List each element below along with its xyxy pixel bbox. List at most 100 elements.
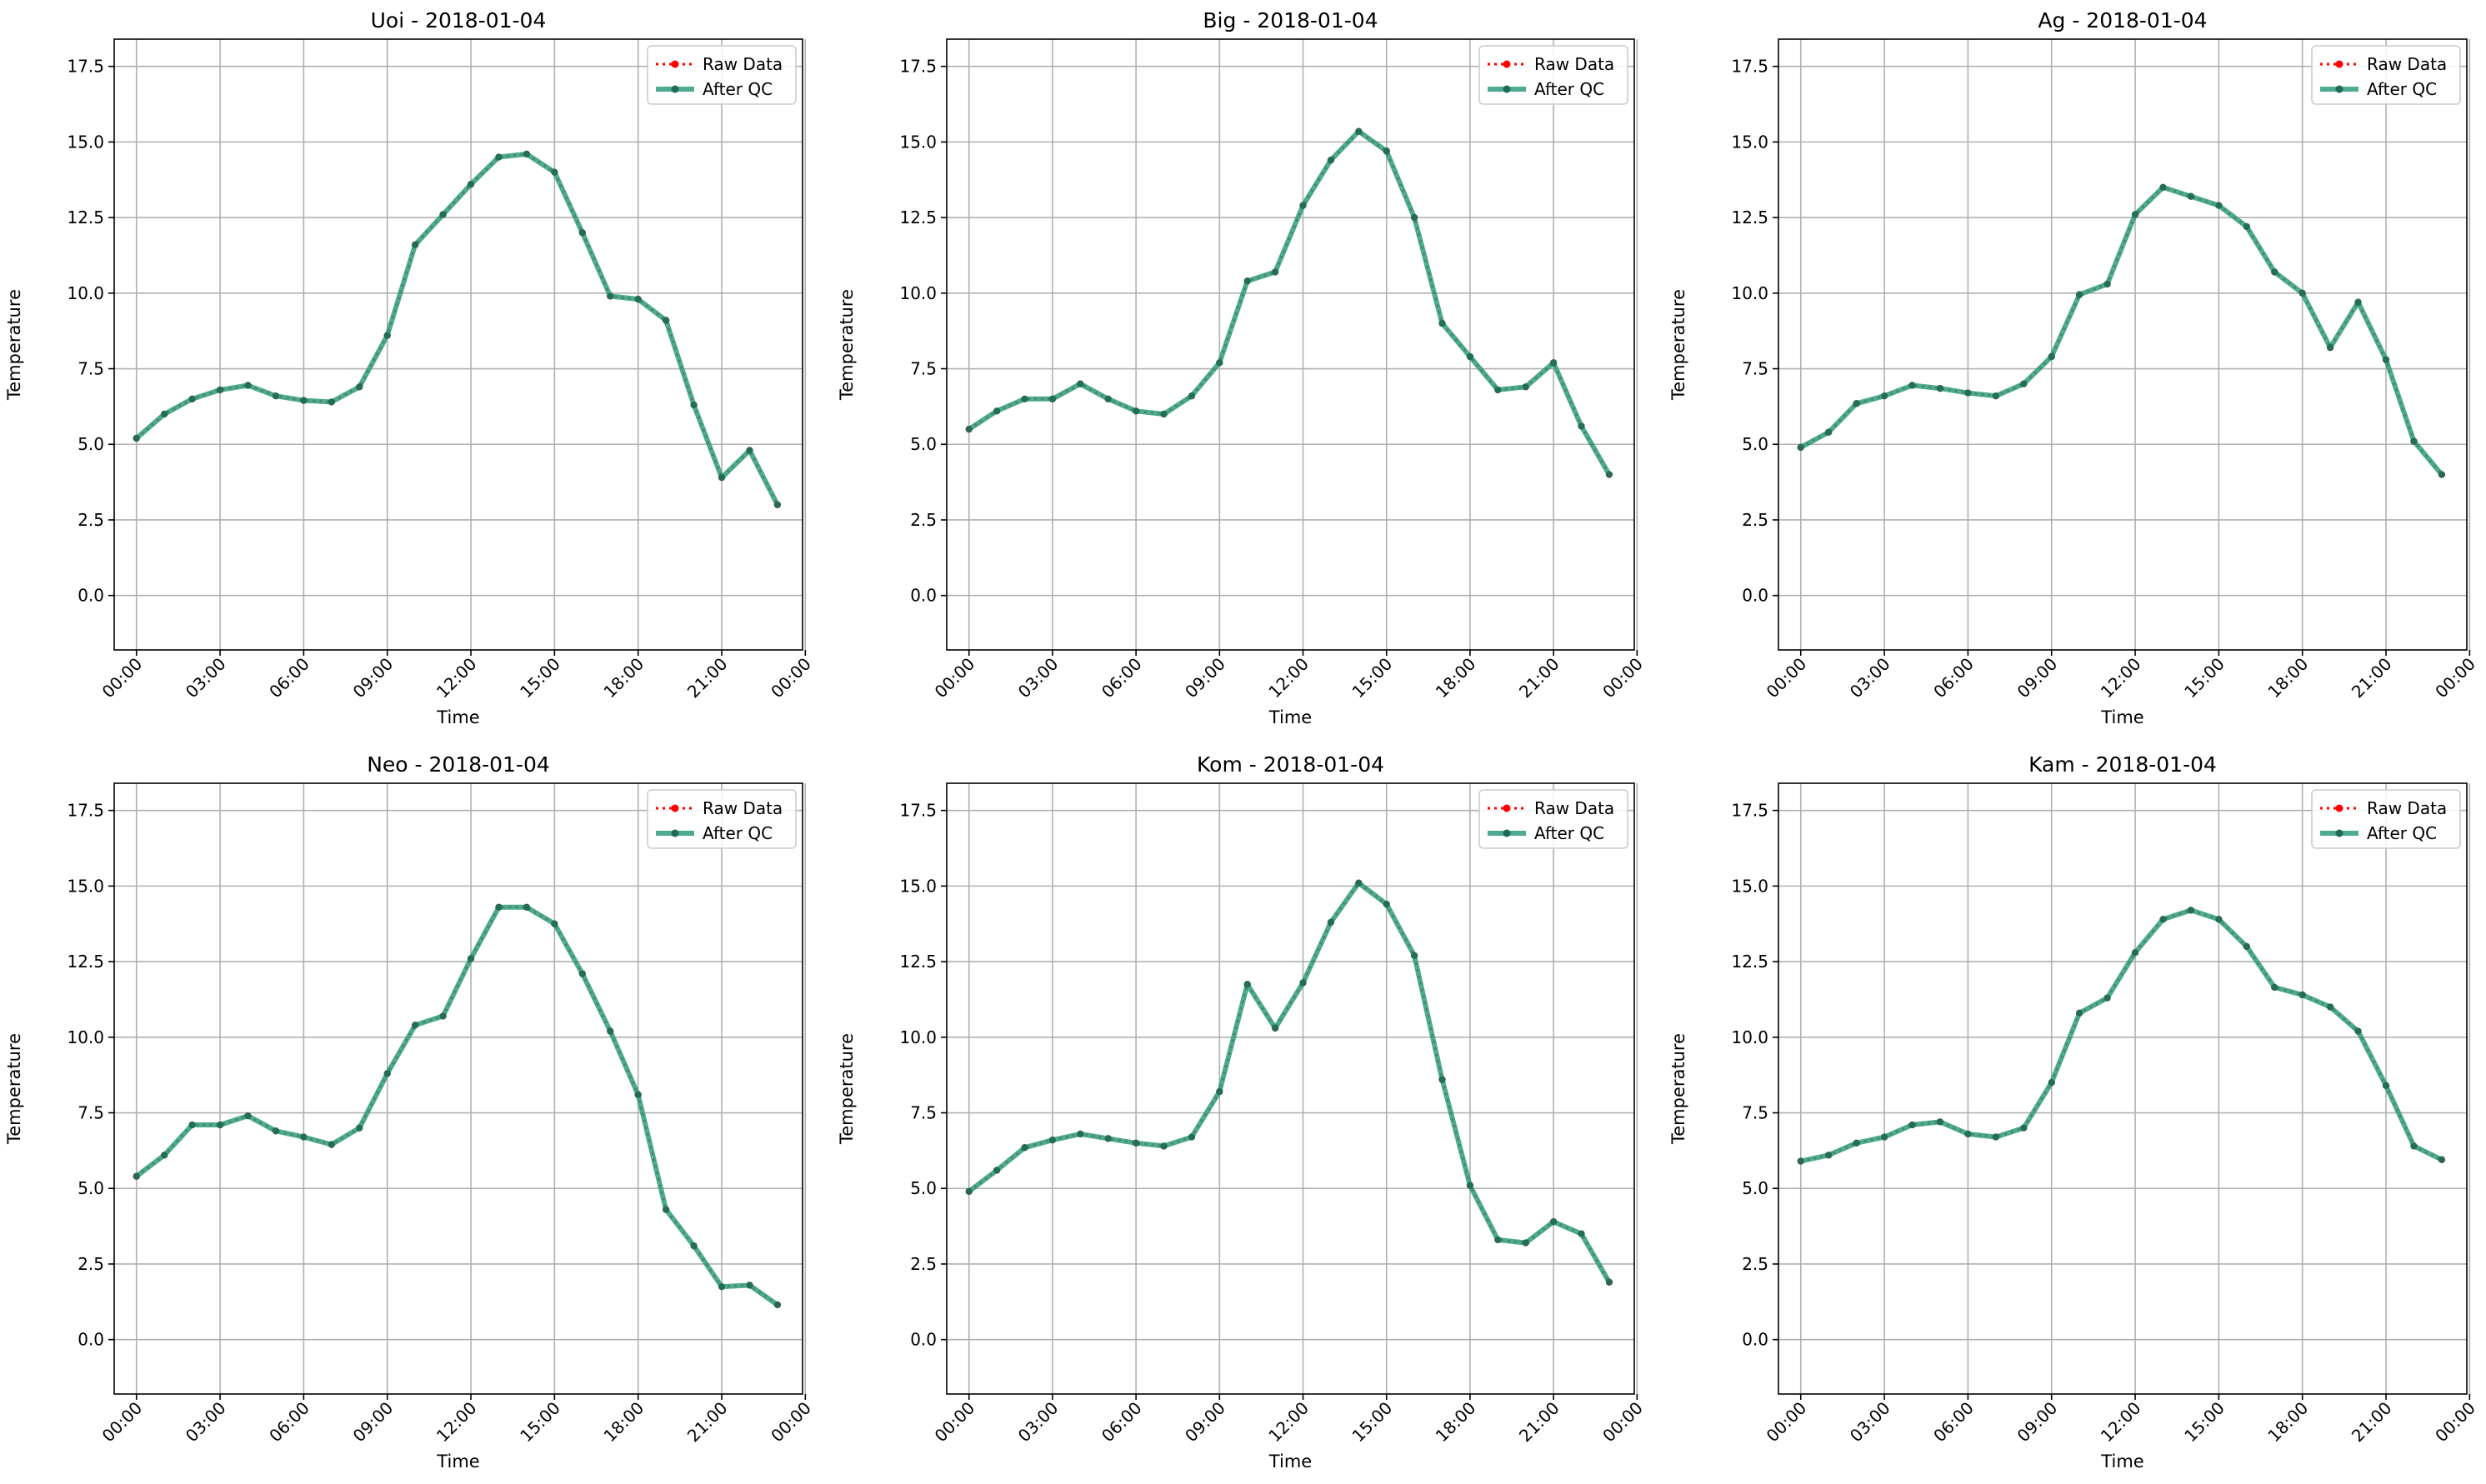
after-qc-point xyxy=(578,970,587,977)
y-tick-label: 2.5 xyxy=(78,510,104,530)
legend-qc-label: After QC xyxy=(1534,79,1604,99)
y-tick-label: 17.5 xyxy=(67,57,104,77)
after-qc-point xyxy=(1578,1230,1585,1237)
after-qc-point xyxy=(1466,352,1474,361)
after-qc-point xyxy=(1908,1121,1916,1129)
after-qc-point xyxy=(1327,918,1335,927)
after-qc-point xyxy=(1383,900,1390,908)
x-tick-label: 15:00 xyxy=(2180,1398,2228,1447)
y-tick-label: 5.0 xyxy=(1742,1178,1768,1198)
legend-qc-label: After QC xyxy=(703,823,773,843)
legend: Raw Data After QC xyxy=(1478,789,1628,849)
y-tick-label: 15.0 xyxy=(67,876,104,896)
raw-data-line xyxy=(1800,908,2443,1163)
y-tick-label: 15.0 xyxy=(899,132,937,152)
after-qc-point xyxy=(1271,1024,1279,1032)
after-qc-point xyxy=(1160,410,1168,418)
after-qc-point xyxy=(133,1172,140,1180)
y-tick-label: 10.0 xyxy=(899,283,937,303)
y-tick-label: 15.0 xyxy=(1731,876,1768,896)
after-qc-point xyxy=(1048,1136,1057,1144)
after-qc-point xyxy=(1494,386,1502,394)
x-tick-label: 09:00 xyxy=(1181,654,1229,702)
axes-frame xyxy=(113,38,803,651)
after-qc-point xyxy=(2159,183,2167,192)
chart-title: Kam - 2018-01-04 xyxy=(2028,752,2217,777)
after-qc-point xyxy=(2048,1079,2055,1087)
after-qc-point xyxy=(2243,942,2251,951)
after-qc-point xyxy=(2020,1124,2028,1132)
y-axis-label: Temperature xyxy=(837,289,857,401)
after-qc-point xyxy=(2215,916,2223,923)
after-qc-point xyxy=(244,1112,252,1120)
legend: Raw Data After QC xyxy=(2311,45,2461,105)
after-qc-point xyxy=(993,407,1001,415)
after-qc-point xyxy=(1021,395,1028,403)
after-qc-point xyxy=(1797,443,1804,452)
x-tick-label: 06:00 xyxy=(1929,1398,1978,1447)
after-qc-point xyxy=(1853,400,1860,407)
legend-qc-label: After QC xyxy=(703,79,773,99)
after-qc-line xyxy=(134,904,779,1307)
x-tick-label: 09:00 xyxy=(349,654,398,702)
chart-panel: 0.0 2.5 5.0 7.5 10.0 12.5 15.0 17.5 00:00 03:00 06… xyxy=(4,752,815,1472)
after-qc-point xyxy=(328,398,336,406)
after-qc-point xyxy=(2438,471,2446,478)
y-tick-label: 17.5 xyxy=(899,57,937,77)
x-tick-label: 00:00 xyxy=(931,654,979,702)
after-qc-point xyxy=(300,1133,308,1141)
y-tick-label: 17.5 xyxy=(67,801,104,821)
after-qc-point xyxy=(1522,383,1529,391)
legend-qc-marker xyxy=(2335,85,2343,93)
axes-frame xyxy=(946,38,1635,651)
x-axis-label: Time xyxy=(436,707,479,727)
after-qc-point xyxy=(2326,1003,2334,1011)
y-tick-label: 0.0 xyxy=(1742,586,1768,606)
after-qc-point xyxy=(1216,1087,1223,1096)
after-qc-point xyxy=(2159,916,2167,923)
raw-data-line xyxy=(1800,186,2443,476)
y-tick-label: 17.5 xyxy=(899,801,937,821)
after-qc-point xyxy=(2187,907,2195,914)
x-tick-label: 03:00 xyxy=(1846,1398,1894,1447)
after-qc-point xyxy=(2215,202,2223,209)
y-tick-label: 12.5 xyxy=(1731,952,1768,972)
chart-title: Big - 2018-01-04 xyxy=(1203,8,1378,32)
after-qc-point xyxy=(216,1121,224,1129)
x-tick-label: 06:00 xyxy=(1098,654,1146,702)
y-tick-label: 5.0 xyxy=(910,1178,937,1198)
after-qc-point xyxy=(965,425,973,433)
y-tick-label: 12.5 xyxy=(67,207,104,227)
chart-panel: 0.0 2.5 5.0 7.5 10.0 12.5 15.0 17.5 00:00 03:00 06… xyxy=(1668,752,2479,1472)
x-tick-label: 12:00 xyxy=(433,654,481,702)
after-qc-point xyxy=(2438,1156,2446,1163)
legend-raw-marker xyxy=(2335,804,2343,812)
x-tick-label: 21:00 xyxy=(683,1398,732,1447)
after-qc-point xyxy=(2187,192,2195,200)
after-qc-point xyxy=(2048,352,2055,361)
after-qc-point xyxy=(1992,1133,2000,1141)
after-qc-point xyxy=(1188,392,1196,400)
after-qc-point xyxy=(383,332,391,339)
x-tick-label: 09:00 xyxy=(349,1398,398,1447)
x-tick-label: 00:00 xyxy=(1598,654,1647,702)
after-qc-point xyxy=(439,211,447,218)
y-tick-label: 10.0 xyxy=(1731,283,1768,303)
after-qc-point xyxy=(328,1141,336,1148)
after-qc-point xyxy=(1132,407,1140,415)
raw-data-line xyxy=(135,152,779,506)
after-qc-point xyxy=(1132,1139,1140,1147)
after-qc-point xyxy=(746,447,753,454)
y-axis-label: Temperature xyxy=(1668,1033,1688,1145)
x-tick-label: 21:00 xyxy=(1515,1398,1563,1447)
x-tick-label: 12:00 xyxy=(1264,654,1313,702)
y-tick-label: 7.5 xyxy=(910,1103,937,1123)
after-qc-point xyxy=(1438,319,1446,327)
x-tick-label: 03:00 xyxy=(182,1398,230,1447)
after-qc-point xyxy=(1578,422,1585,430)
after-qc-point xyxy=(2075,1009,2083,1017)
after-qc-point xyxy=(773,501,782,509)
y-tick-label: 7.5 xyxy=(78,1103,104,1123)
after-qc-point xyxy=(1216,359,1223,367)
